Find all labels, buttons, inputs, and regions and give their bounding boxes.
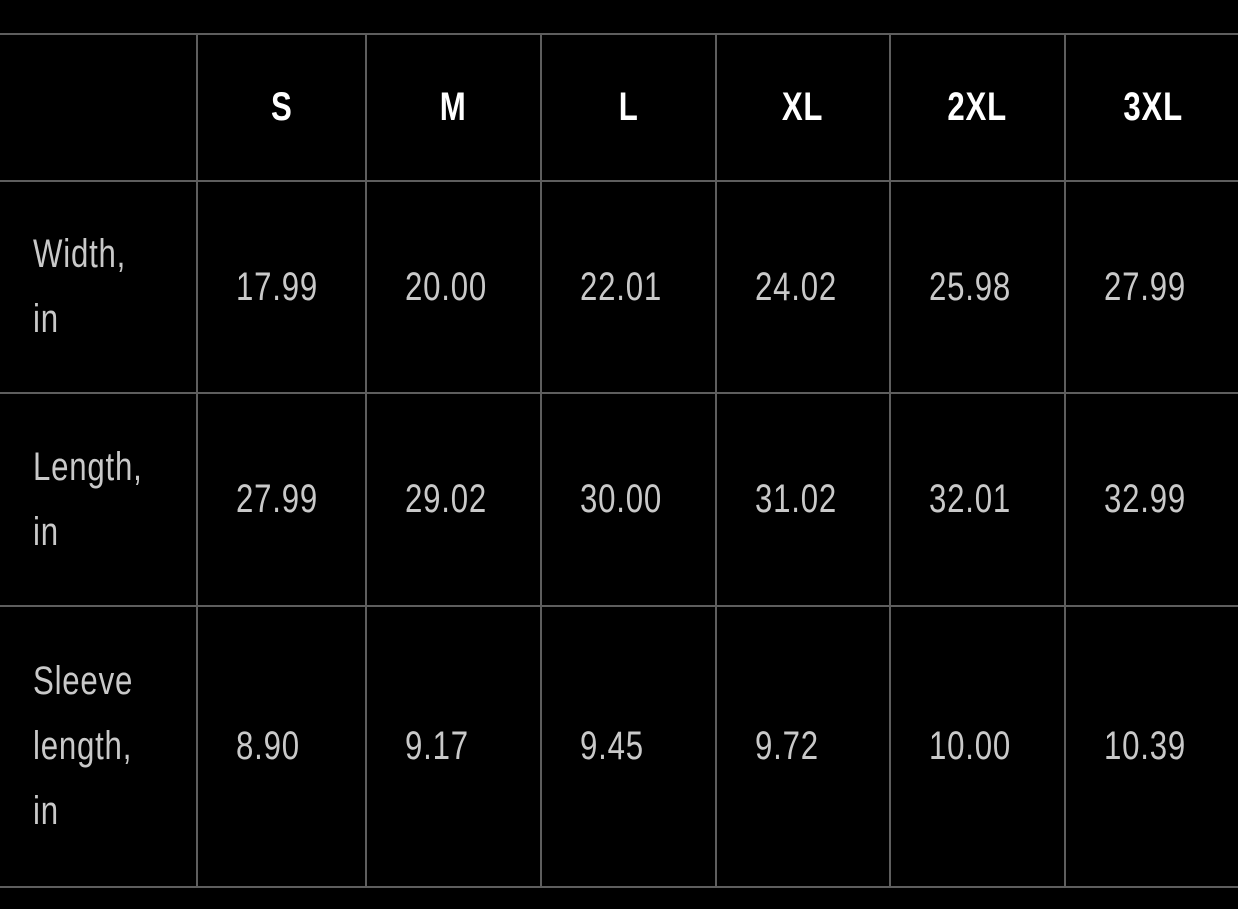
table-row-width: Width, in 17.99 20.00 22.01 24.02 25.98 2… — [0, 180, 1238, 394]
size-header: 3XL — [1064, 33, 1238, 182]
size-header: M — [365, 33, 542, 182]
value: 10.00 — [929, 724, 1011, 768]
value-cell: 17.99 — [196, 180, 367, 394]
size-header: 2XL — [889, 33, 1066, 182]
label-line: in — [33, 789, 59, 833]
corner-cell — [0, 33, 198, 182]
value: 32.99 — [1104, 477, 1186, 521]
value: 31.02 — [755, 477, 837, 521]
value: 8.90 — [236, 724, 300, 768]
value-cell: 27.99 — [1064, 180, 1238, 394]
value: 10.39 — [1104, 724, 1186, 768]
size-header: S — [196, 33, 367, 182]
value-cell: 22.01 — [540, 180, 717, 394]
value: 9.17 — [405, 724, 469, 768]
label-line: Sleeve — [33, 659, 134, 703]
size-chart-table: S M L XL 2XL 3XL Width, in 17.99 20.00 22… — [0, 33, 1238, 888]
size-label: XL — [782, 85, 824, 129]
size-label: 3XL — [1123, 85, 1183, 129]
value: 22.01 — [580, 264, 662, 309]
value-cell: 29.02 — [365, 392, 542, 607]
label-line: Length, — [33, 444, 143, 489]
value: 17.99 — [236, 264, 318, 309]
value-cell: 25.98 — [889, 180, 1066, 394]
value: 20.00 — [405, 264, 487, 309]
value: 29.02 — [405, 477, 487, 521]
label-line: in — [33, 509, 59, 554]
value: 25.98 — [929, 264, 1011, 309]
value-cell: 9.45 — [540, 605, 717, 888]
value-cell: 32.99 — [1064, 392, 1238, 607]
value-cell: 10.39 — [1064, 605, 1238, 888]
value-cell: 8.90 — [196, 605, 367, 888]
value-cell: 30.00 — [540, 392, 717, 607]
value: 32.01 — [929, 477, 1011, 521]
value-cell: 10.00 — [889, 605, 1066, 888]
value: 9.72 — [755, 724, 819, 768]
row-label: Sleeve length, in — [0, 605, 198, 888]
value-cell: 24.02 — [715, 180, 891, 394]
value-cell: 27.99 — [196, 392, 367, 607]
value-cell: 32.01 — [889, 392, 1066, 607]
size-label: 2XL — [947, 85, 1008, 129]
size-header: XL — [715, 33, 891, 182]
value-cell: 9.72 — [715, 605, 891, 888]
label-line: length, — [33, 724, 133, 768]
size-header: L — [540, 33, 717, 182]
value: 27.99 — [236, 477, 318, 521]
value-cell: 20.00 — [365, 180, 542, 394]
value-cell: 9.17 — [365, 605, 542, 888]
value: 27.99 — [1104, 264, 1186, 309]
size-label: M — [440, 85, 467, 129]
label-line: Width, — [33, 232, 127, 276]
label-line: in — [33, 297, 59, 341]
value-cell: 31.02 — [715, 392, 891, 607]
size-label: S — [270, 85, 293, 129]
row-label: Width, in — [0, 180, 198, 394]
size-label: L — [618, 85, 639, 129]
table-row-length: Length, in 27.99 29.02 30.00 31.02 32.01 … — [0, 392, 1238, 607]
table-row-sleeve-length: Sleeve length, in 8.90 9.17 9.45 9.72 10.0… — [0, 605, 1238, 888]
header-row: S M L XL 2XL 3XL — [0, 33, 1238, 182]
row-label: Length, in — [0, 392, 198, 607]
value: 9.45 — [580, 724, 644, 768]
value: 30.00 — [580, 477, 662, 521]
value: 24.02 — [755, 264, 837, 309]
